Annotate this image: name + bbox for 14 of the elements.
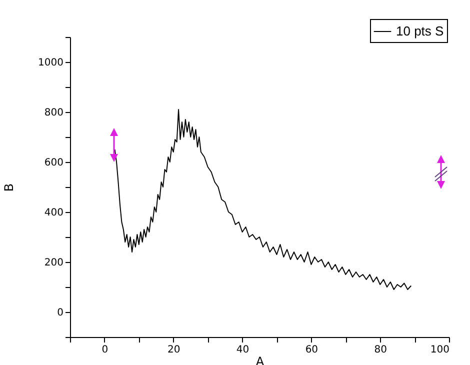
x-tick-label: 60 (305, 344, 318, 356)
y-tick-label: 800 (44, 108, 64, 118)
y-axis-title: B (2, 183, 16, 192)
x-tick-label: 100 (430, 344, 450, 356)
y-tick-label: 600 (44, 158, 64, 168)
x-tick-label: 0 (102, 344, 108, 356)
legend-label: 10 pts S (396, 24, 444, 38)
y-tick-label: 1000 (38, 58, 64, 68)
y-tick-label: 400 (44, 208, 64, 218)
x-tick-label: 80 (374, 344, 387, 356)
x-tick-label: 40 (236, 344, 250, 356)
x-tick-label: 20 (167, 344, 180, 356)
y-tick-label: 200 (44, 258, 64, 268)
y-tick-label: 0 (57, 308, 64, 318)
